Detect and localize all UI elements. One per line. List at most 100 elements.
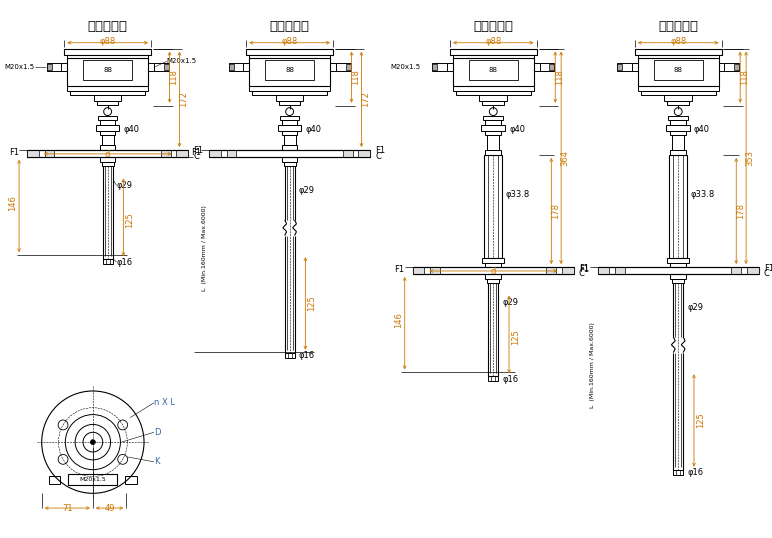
Bar — [638, 54, 719, 59]
Bar — [479, 95, 507, 101]
Bar — [282, 145, 297, 150]
Bar — [598, 267, 759, 274]
Bar — [279, 116, 300, 121]
Text: φ40: φ40 — [509, 125, 525, 134]
Bar — [670, 121, 686, 125]
Text: 88: 88 — [285, 67, 294, 73]
Bar — [98, 116, 117, 121]
Text: φ33.8: φ33.8 — [505, 190, 530, 199]
Bar — [486, 150, 501, 155]
Bar — [598, 267, 609, 274]
Text: F1: F1 — [580, 265, 590, 274]
Text: 常温标准型: 常温标准型 — [88, 19, 127, 32]
Bar — [670, 150, 686, 155]
Bar — [229, 65, 234, 70]
Text: L  (Min.160mm / Max.6000): L (Min.160mm / Max.6000) — [590, 322, 595, 408]
Text: 高温加长型: 高温加长型 — [659, 19, 698, 32]
Text: φ40: φ40 — [124, 125, 140, 134]
Circle shape — [90, 440, 95, 444]
Text: C: C — [193, 152, 199, 161]
Bar — [282, 121, 297, 125]
Text: 125: 125 — [696, 413, 705, 428]
Bar — [249, 54, 330, 59]
Bar — [432, 65, 437, 70]
Bar — [615, 267, 625, 274]
Bar — [68, 473, 117, 485]
Text: φ88: φ88 — [485, 37, 501, 46]
Bar — [229, 63, 243, 71]
Bar — [641, 91, 716, 95]
Bar — [482, 258, 504, 263]
Bar — [64, 48, 151, 54]
Text: 125: 125 — [125, 212, 134, 228]
Text: C: C — [579, 270, 584, 279]
Bar — [486, 274, 501, 279]
Bar — [279, 101, 300, 105]
Text: φ16: φ16 — [117, 258, 133, 267]
Bar — [96, 101, 118, 105]
Bar — [249, 86, 330, 91]
Text: 高温标准型: 高温标准型 — [473, 19, 513, 32]
Bar — [486, 121, 501, 125]
Bar — [540, 63, 554, 71]
Bar — [161, 150, 171, 157]
Bar — [487, 279, 499, 283]
Text: 364: 364 — [560, 150, 570, 166]
Bar — [453, 54, 533, 59]
Text: C: C — [375, 152, 381, 161]
Bar — [550, 65, 554, 70]
Text: 125: 125 — [307, 295, 317, 312]
Bar — [49, 476, 60, 484]
Bar — [100, 157, 116, 162]
Text: M20x1.5: M20x1.5 — [167, 59, 197, 65]
Text: D: D — [154, 428, 161, 437]
Text: φ88: φ88 — [100, 37, 116, 46]
Bar — [67, 59, 148, 86]
Text: 88: 88 — [674, 67, 682, 73]
Bar — [27, 150, 188, 157]
Bar — [94, 95, 121, 101]
Bar — [482, 125, 505, 131]
Bar — [747, 267, 759, 274]
Text: F1: F1 — [193, 146, 203, 155]
Bar — [100, 131, 116, 135]
Bar — [672, 279, 684, 283]
Bar — [100, 145, 116, 150]
Bar — [209, 150, 221, 157]
Bar — [103, 259, 113, 264]
Bar — [27, 150, 39, 157]
Bar — [284, 135, 296, 145]
Text: φ40: φ40 — [694, 125, 710, 134]
Bar — [482, 101, 504, 105]
Bar — [265, 60, 314, 80]
Bar — [562, 267, 574, 274]
Bar — [102, 135, 113, 145]
Text: 88: 88 — [489, 67, 498, 73]
Bar — [46, 65, 52, 70]
Bar — [252, 91, 327, 95]
Text: n X L: n X L — [154, 398, 175, 407]
Bar — [412, 267, 574, 274]
Bar — [654, 60, 703, 80]
Bar — [282, 131, 297, 135]
Text: d: d — [105, 151, 110, 159]
Bar — [672, 135, 684, 150]
Text: 125: 125 — [511, 329, 520, 345]
Bar — [638, 59, 719, 86]
Text: φ16: φ16 — [687, 468, 703, 477]
Bar — [668, 258, 689, 263]
Bar — [666, 125, 690, 131]
Bar — [346, 65, 350, 70]
Bar — [670, 274, 686, 279]
Bar — [669, 155, 687, 258]
Text: 172: 172 — [179, 91, 188, 107]
Bar — [670, 131, 686, 135]
Text: 118: 118 — [169, 69, 178, 85]
Bar — [177, 150, 188, 157]
Bar — [246, 48, 333, 54]
Text: φ40: φ40 — [306, 125, 321, 134]
Bar — [469, 60, 518, 80]
Bar — [432, 63, 447, 71]
Text: 353: 353 — [746, 150, 754, 166]
Bar — [453, 86, 533, 91]
